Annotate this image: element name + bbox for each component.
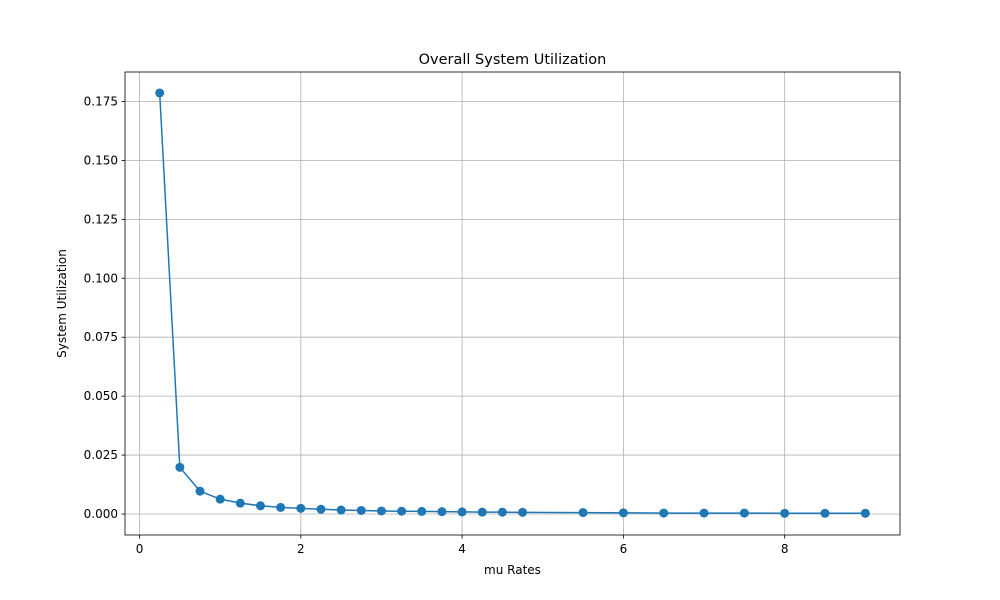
y-tick-label: 0.050	[84, 389, 118, 403]
x-tick-label: 2	[297, 542, 305, 556]
data-point	[618, 508, 628, 518]
data-point	[255, 501, 265, 511]
data-point	[659, 508, 669, 518]
data-point	[457, 507, 467, 517]
data-point	[296, 503, 306, 513]
x-tick-label: 0	[136, 542, 144, 556]
data-point	[417, 506, 427, 516]
data-point	[437, 507, 447, 517]
data-point	[336, 505, 346, 515]
data-point	[699, 508, 709, 518]
data-point	[215, 494, 225, 504]
y-axis-title: System Utilization	[55, 249, 69, 358]
x-tick-label: 8	[781, 542, 789, 556]
chart-title: Overall System Utilization	[419, 52, 607, 68]
grid	[125, 72, 900, 535]
data-point	[739, 508, 749, 518]
y-tick-label: 0.000	[84, 507, 118, 521]
y-tick-label: 0.100	[84, 271, 118, 285]
data-point	[175, 462, 185, 472]
data-point	[518, 507, 528, 517]
data-point	[578, 508, 588, 518]
series-layer	[155, 88, 870, 518]
y-tick-label: 0.150	[84, 153, 118, 167]
x-axis-title: mu Rates	[484, 563, 541, 577]
data-point	[316, 504, 326, 514]
data-point	[780, 508, 790, 518]
data-point	[276, 502, 286, 512]
data-point	[477, 507, 487, 517]
x-tick-label: 6	[620, 542, 628, 556]
data-point	[235, 498, 245, 508]
ticks: 0 2 4 6 8 0.000 0.025 0.050 0.075 0.100 0.125 0.150…	[84, 94, 789, 556]
data-point	[195, 486, 205, 496]
y-tick-label: 0.125	[84, 212, 118, 226]
data-point	[155, 88, 165, 98]
axes-frame	[124, 71, 901, 536]
data-point	[397, 506, 407, 516]
data-point	[356, 505, 366, 515]
y-tick-label: 0.025	[84, 448, 118, 462]
data-point	[860, 508, 870, 518]
y-tick-label: 0.175	[84, 94, 118, 108]
x-tick-label: 4	[458, 542, 466, 556]
y-tick-label: 0.075	[84, 330, 118, 344]
data-point	[497, 507, 507, 517]
data-point	[376, 506, 386, 516]
data-point	[820, 508, 830, 518]
